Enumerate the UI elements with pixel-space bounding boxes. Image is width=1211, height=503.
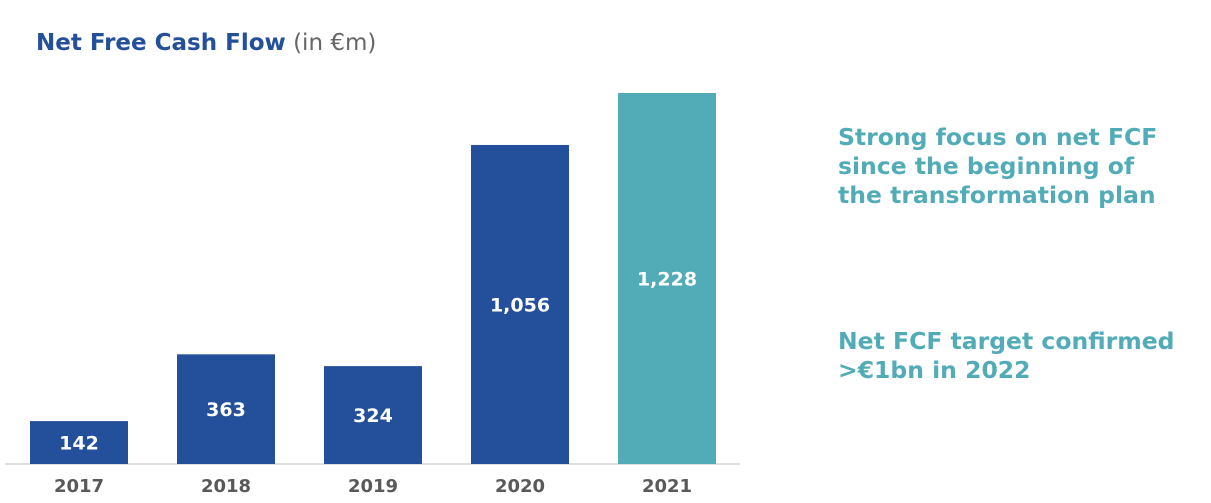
data-label-2018: 363 bbox=[206, 399, 246, 421]
bar-2018 bbox=[177, 354, 275, 464]
x-tick-label-2021: 2021 bbox=[642, 476, 692, 497]
chart-title-unit: (in €m) bbox=[293, 30, 377, 56]
data-label-2021: 1,228 bbox=[637, 269, 697, 291]
data-label-2017: 142 bbox=[59, 433, 99, 455]
bar-2021 bbox=[618, 93, 716, 464]
bar-2020 bbox=[471, 144, 569, 464]
bar-2017 bbox=[30, 421, 128, 464]
note-line: since the beginning of bbox=[838, 152, 1135, 180]
x-tick-label-2020: 2020 bbox=[495, 476, 545, 497]
x-tick-label-2017: 2017 bbox=[54, 476, 104, 497]
note-line: Net FCF target confirmed bbox=[838, 327, 1175, 355]
chart-title: Net Free Cash Flow (in €m) bbox=[36, 30, 376, 56]
bar-chart: 142 2017 363 2018 324 2019 1,056 2020 1,228 2021 bbox=[5, 93, 740, 497]
note-line: Strong focus on net FCF bbox=[838, 123, 1158, 151]
note-strong-focus: Strong focus on net FCF since the beginn… bbox=[838, 123, 1198, 210]
data-label-2019: 324 bbox=[353, 405, 393, 427]
note-line: the transformation plan bbox=[838, 181, 1156, 209]
note-line: >€1bn in 2022 bbox=[838, 356, 1031, 384]
chart-title-main: Net Free Cash Flow bbox=[36, 30, 286, 56]
note-target-confirmed: Net FCF target confirmed >€1bn in 2022 bbox=[838, 327, 1198, 385]
bar-2019 bbox=[324, 366, 422, 464]
x-tick-label-2019: 2019 bbox=[348, 476, 398, 497]
data-label-2020: 1,056 bbox=[490, 294, 550, 316]
x-tick-label-2018: 2018 bbox=[201, 476, 251, 497]
